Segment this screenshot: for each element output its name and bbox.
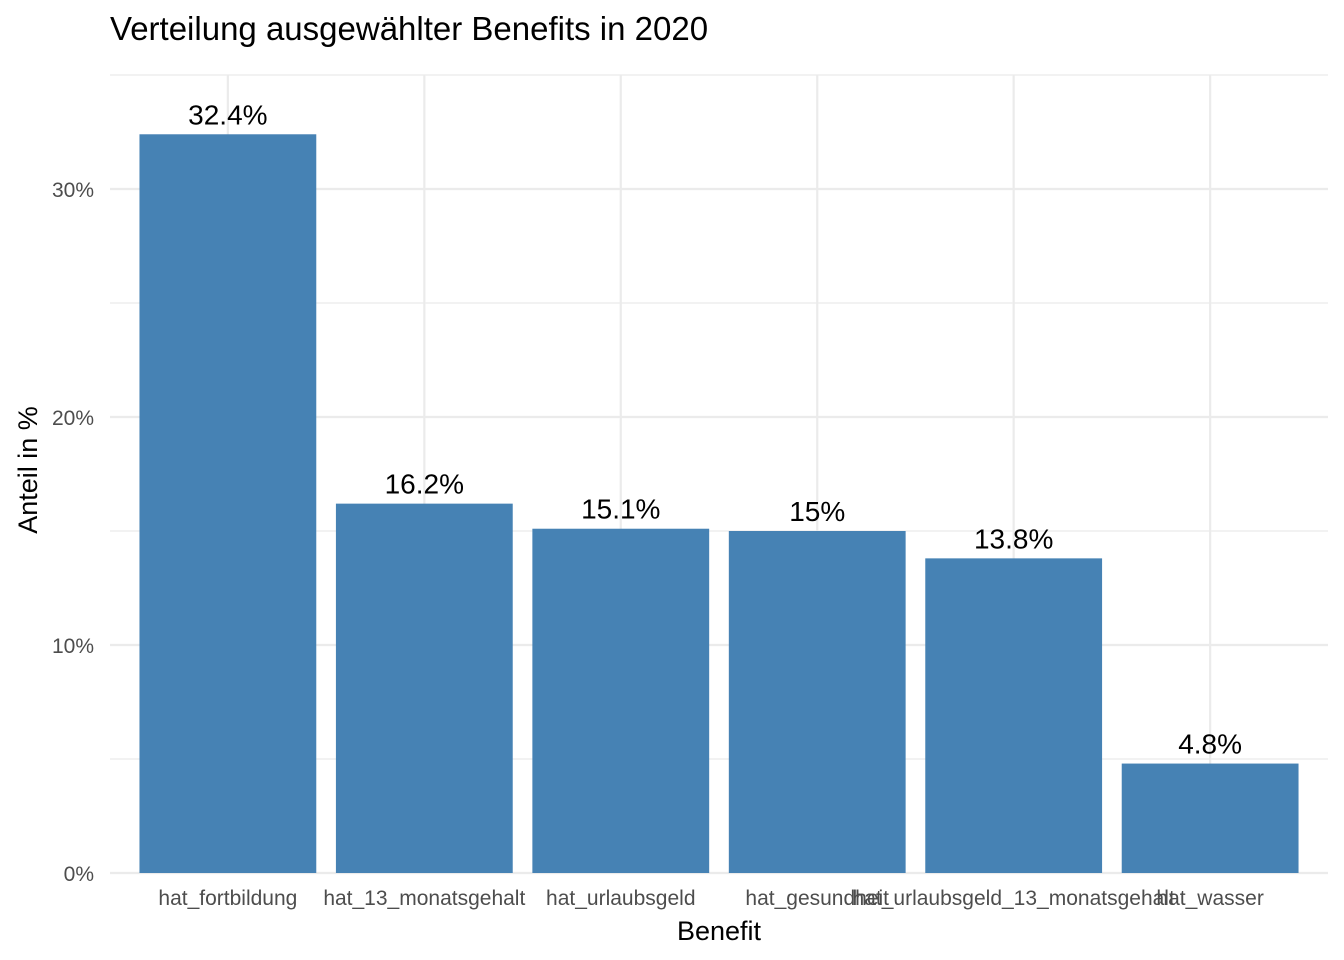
bar-value-label: 15.1% <box>581 494 660 525</box>
y-axis-title: Anteil in % <box>13 406 43 534</box>
bar <box>532 528 710 873</box>
x-tick-label: hat_urlaubsgeld <box>546 887 695 910</box>
bar-value-label: 15% <box>789 496 845 527</box>
bar <box>1121 763 1299 873</box>
x-axis-title: Benefit <box>677 916 762 946</box>
bar-value-label: 32.4% <box>188 99 267 130</box>
y-tick-label: 20% <box>52 407 94 430</box>
y-axis-ticks: 0% 10% 20% 30% <box>52 179 94 886</box>
bars <box>139 134 1299 873</box>
bar-value-label: 4.8% <box>1178 729 1242 760</box>
x-tick-label: hat_13_monatsgehalt <box>323 887 525 910</box>
x-tick-label: hat_fortbildung <box>158 887 297 910</box>
bar <box>139 134 317 873</box>
x-tick-label: hat_urlaubsgeld_13_monatsgehalt <box>853 887 1175 910</box>
bar-value-label: 13.8% <box>974 523 1053 554</box>
y-tick-label: 0% <box>64 863 94 886</box>
bar-labels: 32.4% 16.2% 15.1% 15% 13.8% 4.8% <box>188 99 1242 759</box>
y-tick-label: 30% <box>52 179 94 202</box>
bar <box>335 503 513 873</box>
chart-title: Verteilung ausgewählter Benefits in 2020 <box>110 10 709 47</box>
x-tick-label: hat_wasser <box>1156 887 1263 910</box>
bar <box>925 558 1103 873</box>
x-tick-label: hat_gesundheit <box>745 887 889 910</box>
bar-value-label: 16.2% <box>385 469 464 500</box>
y-tick-label: 10% <box>52 635 94 658</box>
bar <box>728 531 906 873</box>
x-axis-ticks: hat_fortbildung hat_13_monatsgehalt hat_ur… <box>158 887 1263 910</box>
